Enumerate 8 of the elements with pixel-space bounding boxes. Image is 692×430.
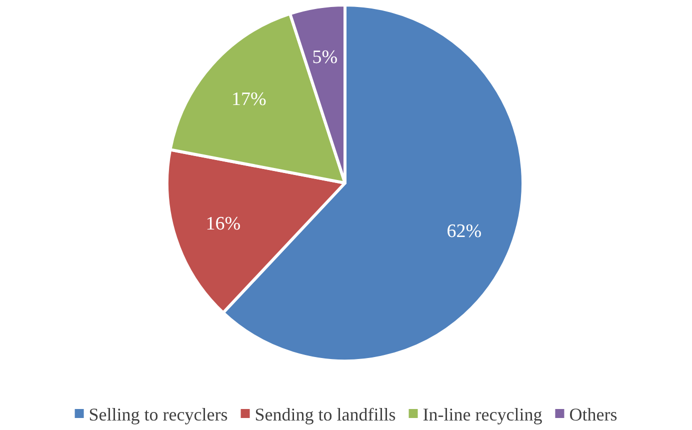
legend-label: Sending to landfills (254, 404, 396, 424)
data-label: 16% (206, 213, 241, 234)
legend-label: In-line recycling (422, 404, 542, 424)
data-label: 5% (312, 47, 338, 68)
data-label: 17% (231, 88, 266, 110)
legend-label: Selling to recyclers (88, 404, 228, 424)
data-label: 62% (446, 220, 482, 242)
legend-label: Others (569, 404, 618, 424)
